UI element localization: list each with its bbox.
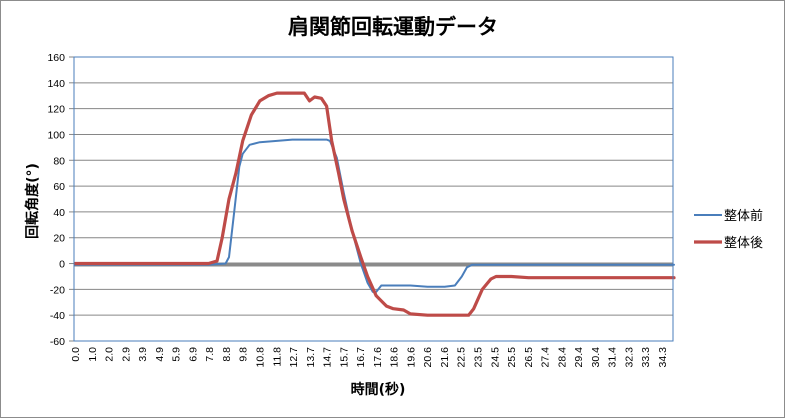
y-axis-ticks: 160 140 120 100 80 60 40 20 0 -20 -40 -60 <box>47 52 74 348</box>
y-tick-label: -40 <box>50 310 65 322</box>
y-tick-label: 120 <box>47 104 65 116</box>
y-tick-label: -20 <box>50 284 65 296</box>
x-tick-label: 34.3 <box>657 347 669 368</box>
y-tick-label: 100 <box>47 129 65 141</box>
x-tick-label: 24.5 <box>489 347 501 368</box>
x-tick-label: 2.9 <box>120 347 132 362</box>
plot-area-border <box>73 56 674 342</box>
x-tick-label: 7.8 <box>204 347 216 362</box>
x-tick-label: 26.5 <box>523 347 535 368</box>
x-tick-label: 25.5 <box>506 347 518 368</box>
x-tick-label: 30.4 <box>590 347 602 368</box>
data-series <box>73 91 676 317</box>
x-tick-label: 32.3 <box>623 347 635 368</box>
x-axis-title: 時間(秒) <box>351 381 406 398</box>
x-axis-ticks: 0.0 1.0 2.0 2.9 3.9 4.9 5.9 6.9 7.8 8.8 9.8 10.8 11.… <box>70 347 669 368</box>
x-tick-label: 10.8 <box>254 347 266 368</box>
x-tick-label: 14.7 <box>322 347 334 368</box>
x-tick-label: 0.0 <box>70 347 82 362</box>
x-tick-label: 29.4 <box>573 347 585 368</box>
x-tick-label: 9.8 <box>238 347 250 362</box>
x-tick-label: 11.8 <box>271 347 283 367</box>
legend-label: 整体後 <box>724 236 763 251</box>
y-tick-label: 140 <box>47 78 65 90</box>
y-axis-title: 回転角度(°) <box>24 163 41 239</box>
x-tick-label: 5.9 <box>171 347 183 362</box>
y-tick-label: 0 <box>59 259 65 271</box>
chart-title: 肩関節回転運動データ <box>288 15 498 39</box>
x-tick-label: 18.6 <box>389 347 401 368</box>
x-tick-label: 13.7 <box>305 347 317 368</box>
y-tick-label: 60 <box>53 181 65 193</box>
y-tick-label: 160 <box>47 52 65 64</box>
x-tick-label: 22.5 <box>456 347 468 368</box>
x-tick-label: 23.5 <box>473 347 485 368</box>
x-tick-label: 2.0 <box>104 347 116 362</box>
x-tick-label: 3.9 <box>137 347 149 362</box>
gridlines <box>73 56 673 342</box>
x-tick-label: 17.6 <box>372 347 384 368</box>
x-tick-label: 8.8 <box>221 347 233 362</box>
x-tick-label: 4.9 <box>154 347 166 362</box>
y-tick-label: 20 <box>53 233 65 245</box>
series-line-before <box>74 138 675 293</box>
y-tick-label: 40 <box>53 207 65 219</box>
x-tick-label: 33.3 <box>640 347 652 368</box>
x-tick-label: 15.7 <box>338 347 350 368</box>
x-tick-label: 27.4 <box>540 347 552 368</box>
x-tick-label: 20.6 <box>422 347 434 368</box>
legend-label: 整体前 <box>724 208 763 224</box>
x-tick-label: 21.6 <box>439 347 451 368</box>
x-tick-label: 6.9 <box>187 347 199 362</box>
y-tick-label: 80 <box>53 155 65 167</box>
series-line-after <box>73 91 676 317</box>
y-tick-label: -60 <box>50 336 65 348</box>
x-tick-label: 28.4 <box>556 347 568 368</box>
x-tick-label: 16.7 <box>355 347 367 368</box>
x-tick-label: 31.4 <box>607 347 619 368</box>
x-tick-label: 12.7 <box>288 347 300 368</box>
x-tick-label: 1.0 <box>87 347 99 362</box>
x-tick-label: 19.6 <box>405 347 417 368</box>
